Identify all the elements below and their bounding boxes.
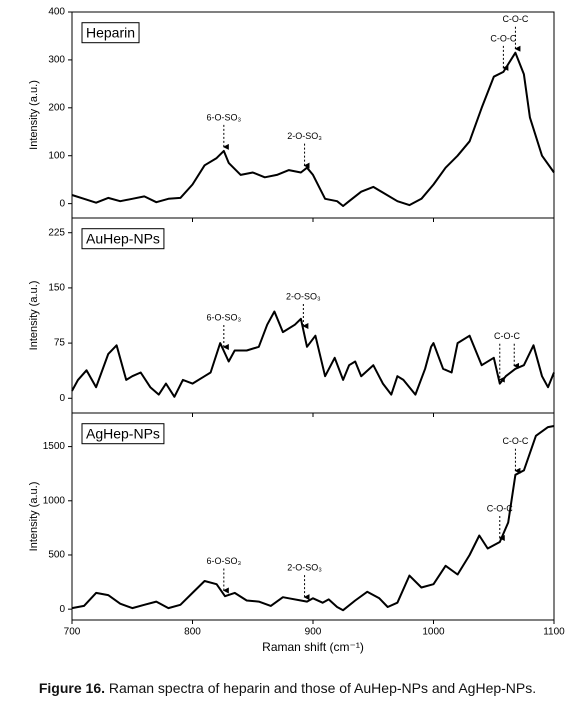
y-tick-label: 0 — [59, 198, 65, 209]
panel-label: AuHep-NPs — [86, 231, 160, 247]
y-tick-label: 0 — [59, 393, 65, 404]
plot-frame — [71, 217, 555, 414]
x-axis-label: Raman shift (cm⁻¹) — [262, 640, 364, 654]
y-tick-label: 400 — [48, 7, 65, 18]
x-tick-label: 900 — [305, 627, 322, 638]
y-axis-label: Intensity (a.u.) — [28, 281, 40, 351]
spectrum-line — [71, 51, 555, 207]
panel-label: AgHep-NPs — [86, 426, 160, 442]
caption: Figure 16. Raman spectra of heparin and … — [0, 680, 575, 696]
y-axis-label: Intensity (a.u.) — [28, 482, 40, 552]
spectrum-line — [71, 425, 555, 612]
annotation-label: 2-O-SO₃ — [286, 291, 321, 301]
y-tick-label: 0 — [59, 604, 65, 615]
y-tick-label: 150 — [48, 283, 65, 294]
panel-label-box — [81, 228, 165, 250]
annotation-label: 6-O-SO₃ — [206, 112, 241, 122]
annotation-label: 2-O-SO₃ — [287, 563, 322, 573]
annotation-label: C-O-C — [490, 33, 516, 43]
annotation-label: 6-O-SO₃ — [206, 556, 241, 566]
plot-frame — [71, 11, 555, 219]
y-tick-label: 75 — [54, 338, 66, 349]
annotation-label: C-O-C — [487, 503, 513, 513]
x-tick-label: 1000 — [422, 627, 445, 638]
y-tick-label: 1500 — [43, 441, 66, 452]
y-tick-label: 500 — [48, 550, 65, 561]
panel-label-box — [81, 22, 140, 44]
annotation-label: C-O-C — [494, 331, 520, 341]
caption-label: Figure 16. — [38, 680, 105, 696]
panel-label: Heparin — [86, 25, 135, 41]
x-tick-label: 800 — [184, 627, 201, 638]
annotation-label: 2-O-SO₃ — [287, 131, 322, 141]
caption-text: Raman spectra of heparin and those of Au… — [108, 680, 537, 696]
y-tick-label: 300 — [48, 55, 65, 66]
annotation-label: 6-O-SO₃ — [206, 312, 241, 322]
spectrum-line — [71, 310, 555, 398]
x-tick-label: 1100 — [543, 627, 565, 638]
chart: 0 100 200 300 400 Intensity (a.u.) Heparin 6-O-… — [28, 7, 565, 655]
annotation-label: C-O-C — [502, 436, 528, 446]
y-tick-label: 1000 — [43, 495, 66, 506]
annotation-label: C-O-C — [502, 14, 528, 24]
y-tick-label: 225 — [48, 227, 65, 238]
y-tick-label: 200 — [48, 102, 65, 113]
x-tick-label: 700 — [64, 627, 81, 638]
y-tick-label: 100 — [48, 150, 65, 161]
panel-label-box — [81, 423, 165, 445]
y-axis-label: Intensity (a.u.) — [28, 80, 40, 150]
